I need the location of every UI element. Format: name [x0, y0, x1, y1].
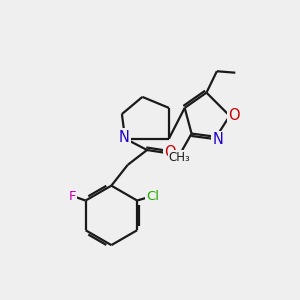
Text: CH₃: CH₃ [169, 151, 190, 164]
Text: N: N [119, 130, 130, 145]
Text: O: O [228, 108, 240, 123]
Text: N: N [212, 132, 223, 147]
Text: F: F [68, 190, 76, 202]
Text: O: O [164, 146, 176, 160]
Text: Cl: Cl [146, 190, 159, 202]
